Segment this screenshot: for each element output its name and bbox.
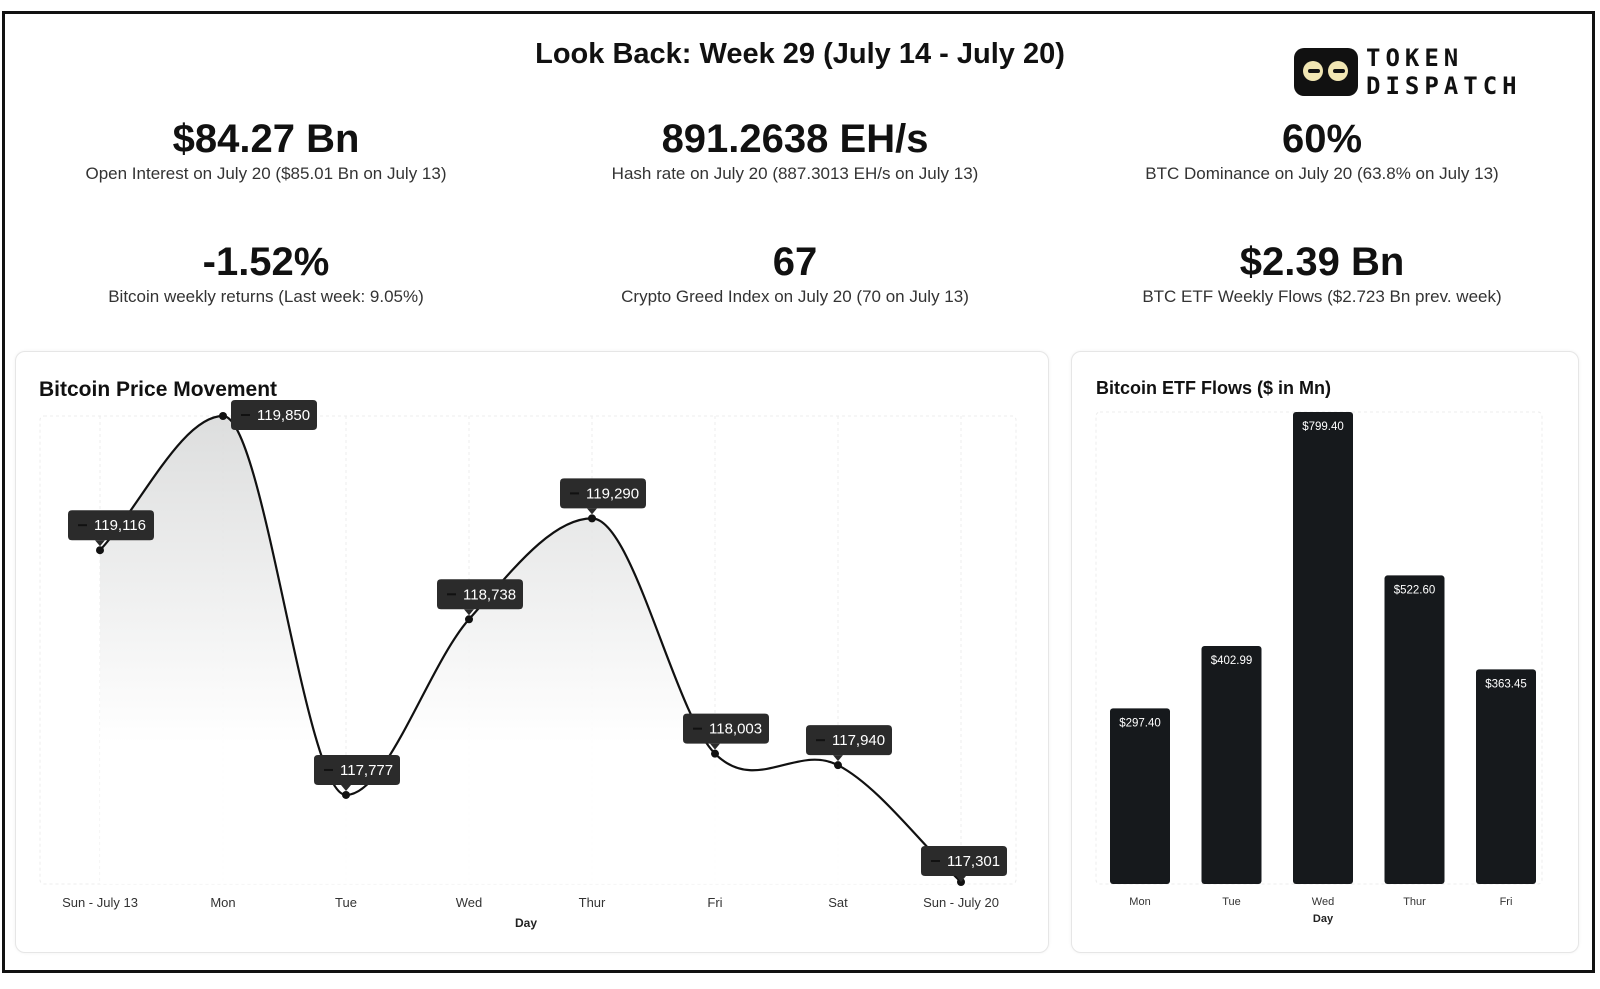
x-tick-label: Tue [1222,896,1241,908]
etf-bar-chart: $297.40 Mon $402.99 Tue $799.40 Wed $522.60 Thu… [1095,411,1543,925]
stat-hash-rate: 891.2638 EH/s Hash rate on July 20 (887.… [535,116,1055,184]
data-label-text: 119,850 [257,407,310,424]
data-label: 117,301 [921,846,1007,882]
stat-label: Crypto Greed Index on July 20 (70 on Jul… [621,287,969,306]
stat-value: $2.39 Bn [1239,240,1405,284]
stat-label: Open Interest on July 20 ($85.01 Bn on J… [85,164,447,183]
logo-line-2: DISPATCH [1366,72,1522,100]
price-line-chart: Sun - July 13 Mon Tue Wed Thur Fri Sat Sun - Ju… [39,400,1017,930]
data-point [342,790,350,799]
stat-label: Hash rate on July 20 (887.3013 EH/s on J… [611,164,979,183]
bar-data-label: $522.60 [1394,584,1436,596]
x-tick-label: Fri [1500,896,1513,908]
etf-chart-card: Bitcoin ETF Flows ($ in Mn) $297.40 Mon $4… [1071,351,1579,953]
etf-bar [1110,708,1170,884]
price-chart-card: Bitcoin Price Movement Sun - July 13 Mon T… [15,351,1049,953]
x-tick-label: Fri [707,895,722,910]
data-label: 117,777 [314,754,400,791]
stat-value: $84.27 Bn [172,117,360,161]
x-tick-label: Thur [579,895,606,910]
stat-value: 891.2638 EH/s [661,117,929,161]
x-tick-label: Thur [1403,896,1426,908]
data-label-text: 117,301 [947,853,1000,870]
stat-value: 67 [772,240,818,284]
x-tick-label: Sat [828,895,848,910]
data-label-text: 118,738 [463,586,516,603]
logo-line-1: TOKEN [1366,44,1464,72]
data-point [219,412,227,420]
x-tick-label: Mon [210,895,235,910]
x-tick-label: Sun - July 13 [62,895,138,910]
x-tick-label: Sun - July 20 [923,895,999,910]
data-label: 118,738 [437,579,523,616]
etf-bar [1476,669,1536,884]
stat-btc-dominance: 60% BTC Dominance on July 20 (63.8% on J… [1062,116,1582,184]
x-tick-label: Wed [1312,896,1334,908]
x-axis-label: Day [515,916,537,930]
x-tick-label: Mon [1129,896,1150,908]
data-label: 118,003 [683,713,769,750]
data-label: 117,940 [806,725,892,762]
stat-weekly-returns: -1.52% Bitcoin weekly returns (Last week… [6,239,526,307]
data-point [465,615,473,624]
stat-value: -1.52% [202,240,330,284]
data-label: 119,290 [560,478,646,515]
data-label-text: 119,290 [586,485,639,502]
bar-data-label: $799.40 [1302,421,1344,433]
etf-chart-title: Bitcoin ETF Flows ($ in Mn) [1096,378,1331,398]
etf-bar [1293,412,1353,884]
stat-greed-index: 67 Crypto Greed Index on July 20 (70 on … [535,239,1055,307]
data-point [588,514,596,523]
data-label-text: 117,940 [832,732,885,749]
bar-data-label: $402.99 [1211,655,1253,667]
stat-label: BTC ETF Weekly Flows ($2.723 Bn prev. we… [1142,287,1502,306]
stat-label: BTC Dominance on July 20 (63.8% on July … [1145,164,1499,183]
x-tick-label: Wed [456,895,483,910]
data-label-text: 119,116 [94,517,146,534]
data-point [96,546,104,555]
token-dispatch-logo: TOKEN DISPATCH [1294,44,1522,100]
data-label-text: 118,003 [709,721,762,738]
data-label-text: 117,777 [340,762,393,779]
stat-open-interest: $84.27 Bn Open Interest on July 20 ($85.… [6,116,526,184]
bar-data-label: $297.40 [1119,717,1161,729]
goggles-icon [1294,48,1358,96]
etf-bar [1384,575,1445,884]
data-point [834,761,842,770]
price-chart-title: Bitcoin Price Movement [39,378,278,401]
data-label: 119,116 [68,510,154,547]
x-tick-label: Tue [335,895,357,910]
page-title: Look Back: Week 29 (July 14 - July 20) [535,38,1065,70]
data-point [711,749,719,758]
bar-data-label: $363.45 [1485,678,1527,690]
stat-value: 60% [1281,117,1363,161]
etf-bar [1201,646,1262,884]
stat-etf-flows: $2.39 Bn BTC ETF Weekly Flows ($2.723 Bn… [1062,239,1582,307]
stat-label: Bitcoin weekly returns (Last week: 9.05%… [108,287,424,306]
price-area [100,416,961,884]
x-axis-label: Day [1313,913,1334,925]
data-label: 119,850 [231,400,317,430]
